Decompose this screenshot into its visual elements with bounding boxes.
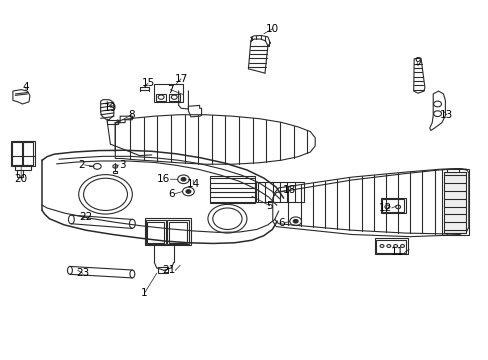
Text: 14: 14 (186, 179, 200, 189)
Text: 16: 16 (157, 174, 170, 184)
Bar (11, 141, 35, 166)
Text: 21: 21 (162, 265, 175, 275)
Text: 6: 6 (168, 189, 175, 199)
Bar (156, 94, 166, 101)
Text: 4: 4 (22, 82, 29, 93)
Text: 13: 13 (439, 110, 452, 120)
Bar (168, 222, 187, 243)
Text: 8: 8 (128, 110, 134, 120)
Bar (146, 220, 165, 244)
Text: 19: 19 (103, 103, 117, 113)
Text: 15: 15 (141, 78, 154, 88)
Circle shape (293, 220, 298, 223)
Text: 7: 7 (167, 85, 173, 95)
Bar (168, 94, 179, 101)
Text: 1: 1 (141, 288, 147, 298)
Text: 22: 22 (79, 212, 92, 221)
Text: 3: 3 (119, 160, 125, 170)
Bar (375, 240, 406, 253)
Text: 6: 6 (277, 218, 284, 228)
Text: 9: 9 (413, 57, 420, 67)
Bar (144, 219, 190, 245)
Text: 17: 17 (174, 74, 187, 84)
Bar (154, 84, 182, 102)
Bar (15, 165, 31, 170)
Bar (374, 238, 407, 253)
Text: 11: 11 (390, 247, 404, 257)
Text: 2: 2 (78, 160, 84, 170)
Text: 12: 12 (378, 203, 391, 213)
Text: 18: 18 (282, 185, 295, 195)
Circle shape (185, 190, 190, 193)
Bar (444, 172, 465, 233)
Text: 10: 10 (265, 24, 279, 34)
Text: 23: 23 (76, 268, 89, 278)
Bar (210, 176, 255, 203)
Bar (158, 267, 168, 273)
Bar (23, 142, 33, 165)
Bar (147, 222, 163, 243)
Bar (380, 198, 406, 213)
Bar (381, 199, 404, 212)
Bar (167, 220, 189, 244)
Circle shape (181, 177, 185, 181)
Bar (113, 171, 117, 173)
Text: 5: 5 (266, 201, 273, 211)
Bar (17, 170, 23, 177)
Bar (255, 182, 303, 202)
Bar (12, 142, 22, 165)
Bar (441, 169, 468, 234)
Text: 20: 20 (15, 174, 28, 184)
